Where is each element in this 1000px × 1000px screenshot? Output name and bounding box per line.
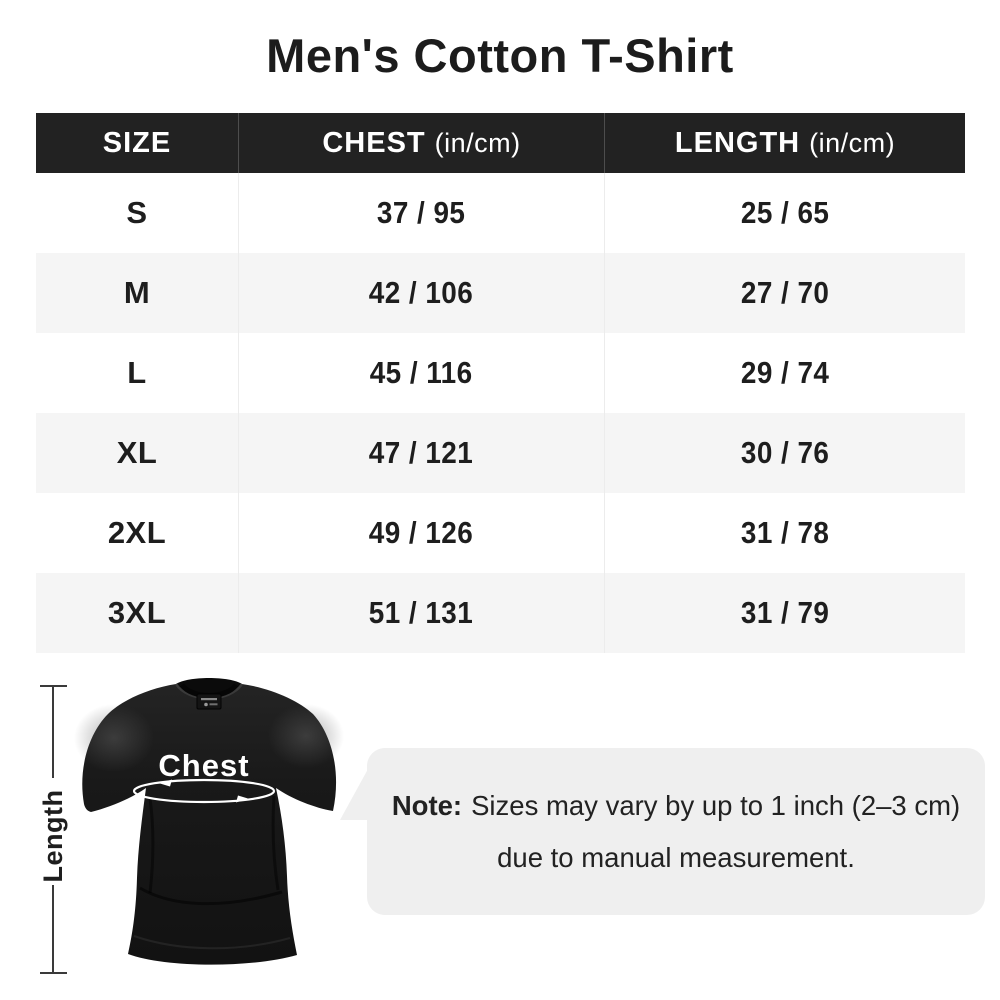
table-row: S 37 / 95 25 / 65 bbox=[36, 173, 965, 253]
chest-measure-ellipse bbox=[132, 778, 276, 804]
wrinkle-line bbox=[148, 797, 155, 894]
length-line-bottom-cap bbox=[40, 972, 67, 974]
length-value: 25 / 65 bbox=[740, 195, 830, 230]
neck-tag-print bbox=[201, 698, 217, 701]
chest-label: Chest bbox=[158, 748, 249, 783]
chest-value: 49 / 126 bbox=[369, 515, 474, 550]
table-row: M 42 / 106 27 / 70 bbox=[36, 253, 965, 333]
chest-value: 51 / 131 bbox=[369, 595, 474, 630]
note-text-line2: due to manual measurement. bbox=[497, 841, 855, 873]
column-label: SIZE bbox=[102, 126, 172, 159]
table-row: 2XL 49 / 126 31 / 78 bbox=[36, 493, 965, 573]
table-body: S 37 / 95 25 / 65 M 42 / 106 27 / 70 L 4… bbox=[36, 173, 965, 653]
length-value: 31 / 78 bbox=[740, 515, 830, 550]
tshirt-illustration: Chest bbox=[74, 678, 344, 965]
chest-value: 37 / 95 bbox=[377, 195, 466, 230]
neck-tag-print bbox=[209, 703, 218, 706]
table-header-row: SIZE CHEST (in/cm) LENGTH (in/cm) bbox=[36, 113, 965, 173]
size-table: SIZE CHEST (in/cm) LENGTH (in/cm) S 37 /… bbox=[36, 113, 965, 653]
size-label: L bbox=[127, 355, 147, 390]
column-header-chest: CHEST (in/cm) bbox=[238, 113, 604, 173]
table-row: XL 47 / 121 30 / 76 bbox=[36, 413, 965, 493]
size-label: S bbox=[126, 195, 148, 230]
length-label: Length bbox=[37, 789, 68, 883]
column-label: LENGTH bbox=[674, 126, 801, 159]
note-bubble: Note: Sizes may vary by up to 1 inch (2–3… bbox=[367, 748, 985, 915]
wrinkle-line bbox=[271, 795, 280, 891]
length-value: 30 / 76 bbox=[740, 435, 830, 470]
length-value: 31 / 79 bbox=[740, 595, 830, 630]
page-title: Men's Cotton T-Shirt bbox=[266, 29, 734, 82]
note-text: Sizes may vary by up to 1 inch (2–3 cm) bbox=[471, 789, 961, 821]
column-unit: (in/cm) bbox=[809, 127, 896, 158]
neck-tag-print bbox=[204, 702, 208, 707]
column-header-size: SIZE bbox=[36, 113, 238, 173]
neck-tag bbox=[196, 693, 222, 710]
wrinkle-line bbox=[139, 886, 283, 906]
chest-value: 47 / 121 bbox=[369, 435, 474, 470]
column-label: CHEST bbox=[322, 126, 426, 159]
shading-highlight bbox=[268, 704, 344, 768]
column-header-length: LENGTH (in/cm) bbox=[604, 113, 965, 173]
size-label: XL bbox=[116, 435, 158, 470]
note-text-line1: Note: Sizes may vary by up to 1 inch (2–3… bbox=[392, 790, 960, 822]
length-line bbox=[52, 885, 54, 972]
chest-value: 45 / 116 bbox=[370, 355, 473, 390]
length-value: 29 / 74 bbox=[740, 355, 830, 390]
table-row: 3XL 51 / 131 31 / 79 bbox=[36, 573, 965, 653]
table-row: L 45 / 116 29 / 74 bbox=[36, 333, 965, 413]
arrow-left-icon bbox=[236, 795, 248, 803]
wrinkle-line bbox=[133, 935, 291, 950]
size-label: 3XL bbox=[107, 595, 167, 630]
note-prefix: Note: bbox=[391, 789, 463, 821]
size-label: 2XL bbox=[107, 515, 167, 550]
length-value: 27 / 70 bbox=[740, 275, 830, 310]
length-line-top-cap bbox=[40, 685, 67, 687]
chest-value: 42 / 106 bbox=[369, 275, 474, 310]
length-line bbox=[52, 687, 54, 778]
size-label: M bbox=[123, 275, 151, 310]
shading-highlight bbox=[74, 704, 154, 772]
arrow-right-icon bbox=[160, 779, 172, 787]
column-unit: (in/cm) bbox=[434, 127, 521, 158]
